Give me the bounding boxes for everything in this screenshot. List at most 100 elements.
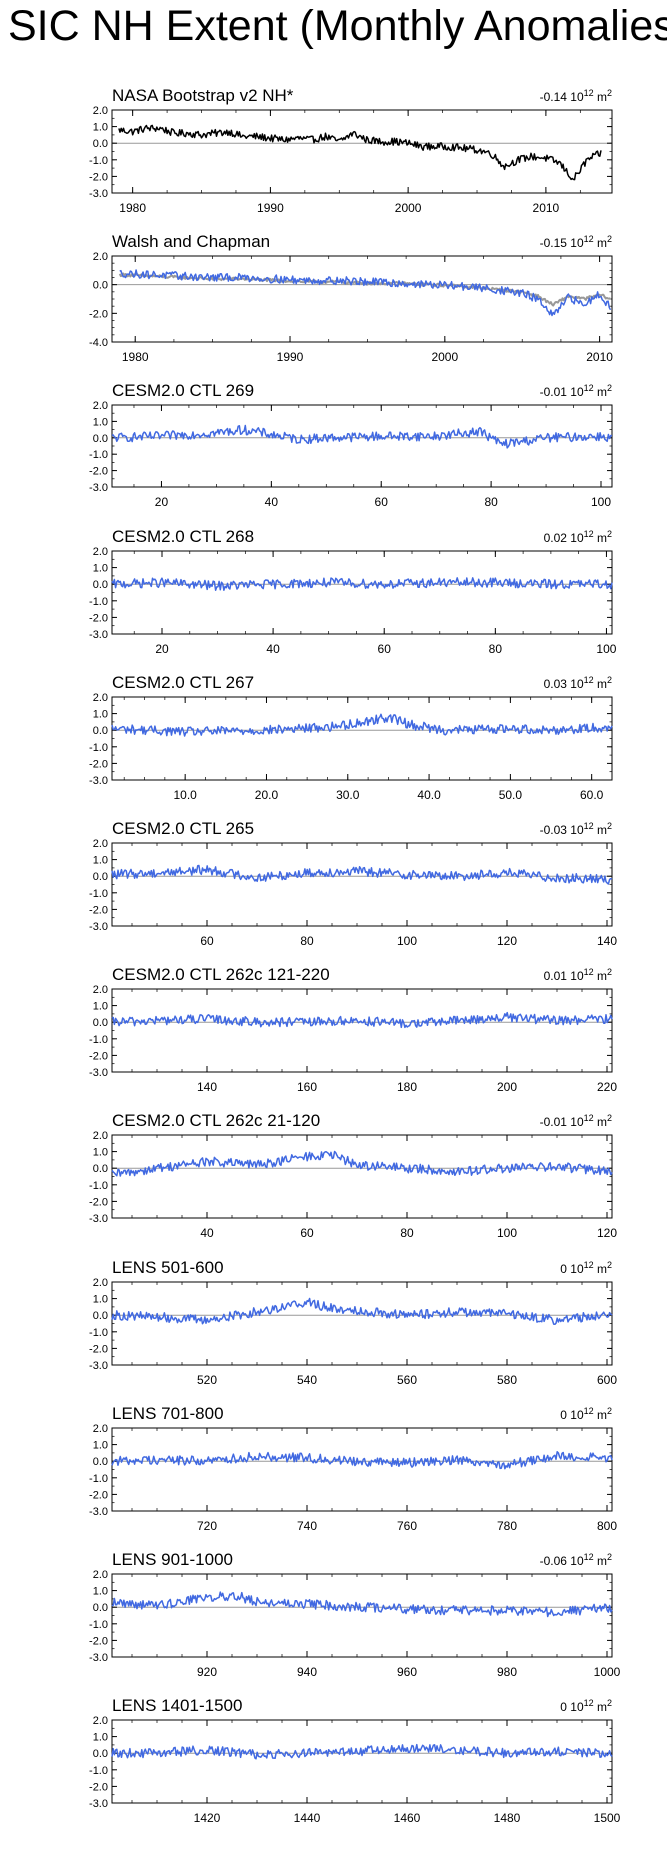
trend-label: -0.15 1012 m2: [540, 234, 612, 250]
unit-m: m: [594, 531, 607, 545]
x-tick-label: 1460: [394, 1811, 421, 1825]
x-tick-label: 600: [597, 1373, 617, 1387]
y-tick-label: 1.0: [93, 1001, 108, 1013]
y-tick-label: -2.0: [89, 1343, 108, 1355]
x-tick-label: 1990: [257, 201, 284, 215]
y-tick-label: 2.0: [93, 105, 108, 117]
series-line: [111, 713, 613, 737]
y-tick-label: -3.0: [89, 1652, 108, 1664]
y-tick-label: -1.0: [89, 596, 108, 608]
trend-value: 0.02 10: [544, 531, 584, 545]
x-tick-label: 760: [397, 1519, 417, 1533]
x-tick-label: 120: [497, 934, 517, 948]
y-tick-label: 1.0: [93, 1294, 108, 1306]
y-tick-label: -1.0: [89, 1765, 108, 1777]
series-line: [111, 577, 613, 591]
y-tick-label: -2.0: [89, 758, 108, 770]
x-tick-label: 40.0: [417, 788, 441, 802]
unit-m: m: [594, 1554, 607, 1568]
unit-square: 2: [607, 234, 612, 244]
x-tick-label: 2000: [431, 350, 458, 364]
unit-exponent: 12: [584, 967, 594, 977]
y-tick-label: -3.0: [89, 775, 108, 787]
y-tick-label: -3.0: [89, 482, 108, 494]
x-tick-label: 520: [197, 1373, 217, 1387]
unit-m: m: [594, 236, 607, 250]
trend-label: -0.14 1012 m2: [540, 88, 612, 104]
unit-exponent: 12: [584, 1698, 594, 1708]
x-tick-label: 140: [197, 1080, 217, 1094]
unit-square: 2: [607, 1552, 612, 1562]
x-tick-label: 20: [155, 642, 169, 656]
y-tick-label: 2.0: [93, 838, 108, 850]
x-tick-label: 200: [497, 1080, 517, 1094]
panel-title: Walsh and Chapman: [112, 232, 270, 251]
unit-exponent: 12: [584, 1113, 594, 1123]
x-tick-label: 40: [265, 495, 279, 509]
x-tick-label: 1990: [277, 350, 304, 364]
x-tick-label: 920: [197, 1665, 217, 1679]
y-tick-label: -3.0: [89, 1213, 108, 1225]
x-tick-label: 20.0: [255, 788, 279, 802]
unit-square: 2: [607, 967, 612, 977]
trend-label: -0.01 1012 m2: [540, 1113, 612, 1129]
y-tick-label: 2.0: [93, 1423, 108, 1435]
trend-label: -0.03 1012 m2: [540, 821, 612, 837]
unit-exponent: 12: [584, 1552, 594, 1562]
x-tick-label: 740: [297, 1519, 317, 1533]
y-tick-label: -2.0: [89, 612, 108, 624]
y-tick-label: -2.0: [89, 1781, 108, 1793]
x-tick-label: 940: [297, 1665, 317, 1679]
y-tick-label: 2.0: [93, 1569, 108, 1581]
trend-label: 0.01 1012 m2: [544, 967, 612, 983]
chart-panel: LENS 1401-1500 0 1012 m2 2.0 1.0 0.0 -1.0 -2.0…: [89, 1696, 621, 1825]
y-tick-label: 0.0: [93, 579, 108, 591]
y-tick-label: 0.0: [93, 725, 108, 737]
x-tick-label: 120: [597, 1226, 617, 1240]
panel-title: CESM2.0 CTL 265: [112, 819, 254, 838]
x-tick-label: 60.0: [580, 788, 604, 802]
x-tick-label: 1980: [122, 350, 149, 364]
x-tick-label: 30.0: [336, 788, 360, 802]
plot-frame: [111, 1134, 613, 1219]
y-tick-label: -1.0: [89, 1327, 108, 1339]
chart-panel: CESM2.0 CTL 262c 21-120 -0.01 1012 m2 2.0 1…: [89, 1111, 617, 1240]
x-tick-label: 60: [200, 934, 214, 948]
y-tick-label: 0.0: [93, 280, 108, 292]
plot-frame: [111, 988, 613, 1073]
series-line: [111, 1591, 613, 1618]
series-line: [111, 1450, 613, 1470]
x-tick-label: 80: [484, 495, 498, 509]
unit-m: m: [594, 1262, 607, 1276]
y-tick-label: 2.0: [93, 1277, 108, 1289]
x-tick-label: 140: [597, 934, 617, 948]
unit-square: 2: [607, 1260, 612, 1270]
y-tick-label: -3.0: [89, 1506, 108, 1518]
y-tick-label: 2.0: [93, 1130, 108, 1142]
y-tick-label: 1.0: [93, 1732, 108, 1744]
panel-title: LENS 901-1000: [112, 1550, 233, 1569]
trend-label: 0 1012 m2: [560, 1260, 612, 1276]
panel-title: CESM2.0 CTL 268: [112, 527, 254, 546]
unit-m: m: [594, 677, 607, 691]
x-tick-label: 2010: [586, 350, 613, 364]
chart-panel: LENS 901-1000 -0.06 1012 m2 2.0 1.0 0.0 -1.0 -…: [89, 1550, 621, 1679]
unit-square: 2: [607, 1698, 612, 1708]
y-tick-label: 2.0: [93, 692, 108, 704]
x-tick-label: 780: [497, 1519, 517, 1533]
x-tick-label: 180: [397, 1080, 417, 1094]
x-tick-label: 1420: [194, 1811, 221, 1825]
unit-exponent: 12: [584, 1260, 594, 1270]
y-tick-label: 1.0: [93, 855, 108, 867]
y-tick-label: -3.0: [89, 921, 108, 933]
unit-square: 2: [607, 383, 612, 393]
y-tick-label: 1.0: [93, 1440, 108, 1452]
y-tick-label: 0.0: [93, 138, 108, 150]
unit-m: m: [594, 1700, 607, 1714]
unit-exponent: 12: [584, 675, 594, 685]
trend-value: -0.14 10: [540, 90, 584, 104]
x-tick-label: 100: [397, 934, 417, 948]
unit-m: m: [594, 1115, 607, 1129]
y-tick-label: 1.0: [93, 709, 108, 721]
